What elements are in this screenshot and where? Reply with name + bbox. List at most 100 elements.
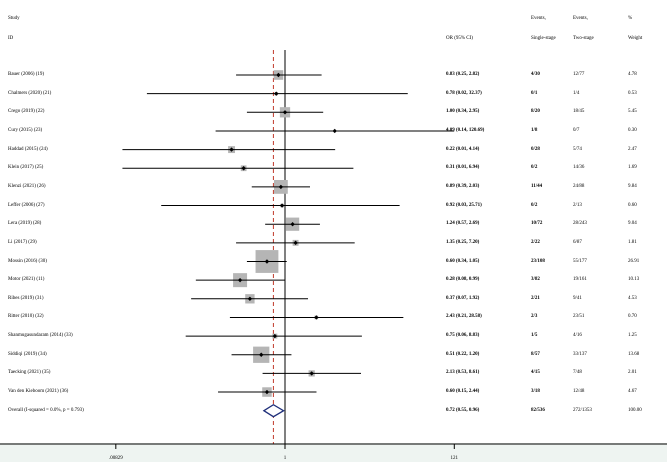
study-label: Bauer (2006) (19) [8,72,45,77]
study-label: Cury (2015) (23) [8,127,43,133]
overall-weight: 100.00 [628,407,642,413]
study-row: Klein (2017) (25) 0.31 (0.01, 6.94) 0/2 14/… [0,165,667,177]
point-estimate [293,240,298,246]
point-estimate [272,333,278,339]
study-weight: 5.45 [628,109,637,115]
point-estimate [259,352,264,357]
study-or-ci: 0.37 (0.07, 1.92) [446,295,480,301]
study-label: Li (2017) (29) [8,239,37,245]
study-or-ci: 2.43 (0.21, 28.58) [446,314,482,320]
study-events-two: 7/48 [573,370,582,376]
overall-label: Overall (I-squared = 0.0%, p = 0.793) [8,407,84,413]
study-events-two: 23/51 [573,314,585,320]
study-label: Shanmugasundaram (2014) (33) [8,333,73,339]
header-weight-1: % [628,16,633,21]
study-row: Leffer (2006) (27) 0.92 (0.03, 25.71) 0/2 2… [0,203,667,215]
study-weight: 0.53 [628,90,637,96]
study-row: Crego (2019) (22) 1.00 (0.34, 2.95) 8/20 18… [0,109,667,121]
point-estimate [247,296,253,301]
study-events-single: 2/21 [531,295,540,301]
study-label: Ritter (2010) (32) [8,314,44,320]
header-events-two-1: Events, [573,16,588,21]
study-or-ci: 1.24 (0.57, 2.69) [446,221,480,227]
study-events-two: 5/74 [573,146,582,152]
study-or-ci: 0.78 (0.02, 32.37) [446,90,482,96]
point-estimate [264,389,270,395]
study-events-two: 12/48 [573,389,585,395]
study-or-ci: 1.00 (0.34, 2.95) [446,109,480,115]
study-row: Li (2017) (29) 1.35 (0.25, 7.20) 2/22 6/87 1… [0,240,667,252]
study-events-two: 6/87 [573,239,582,245]
study-or-ci: 0.22 (0.01, 4.14) [446,146,480,152]
study-row: Bauer (2006) (19) 0.83 (0.25, 2.82) 4/30 12… [0,72,667,84]
overall-row: Overall (I-squared = 0.0%, p = 0.793) 0.7… [0,408,667,420]
study-or-ci: 2.13 (0.53, 8.61) [446,370,480,376]
header-events-two-2: Two-stage [573,36,594,41]
study-events-single: 2/22 [531,239,540,245]
header-events-single-2: Single-stage [531,36,556,41]
study-events-single: 11/44 [531,183,543,189]
study-or-ci: 0.51 (0.22, 1.20) [446,351,480,357]
study-events-single: 0/2 [531,202,538,208]
study-events-two: 12/77 [573,72,585,77]
study-weight: 2.47 [628,146,637,152]
study-or-ci: 0.60 (0.15, 2.44) [446,389,480,395]
x-tick-label: 121 [450,456,459,461]
study-row: Van den Kieboom (2021) (36) 0.60 (0.15, 2… [0,389,667,401]
study-or-ci: 0.92 (0.03, 25.71) [446,202,482,208]
study-label: Lera (2019) (28) [8,221,42,227]
point-estimate [276,72,281,78]
study-events-single: 0/28 [531,146,540,152]
study-weight: 9.84 [628,183,637,189]
study-row: Taecking (2021) (35) 2.13 (0.53, 8.61) 4/1… [0,370,667,382]
study-events-two: 1/4 [573,90,580,96]
study-row: Siddiqi (2019) (34) 0.51 (0.22, 1.20) 8/57… [0,352,667,364]
point-estimate [241,166,246,171]
study-events-single: 0/1 [531,90,538,96]
study-label: Mossin (2016) (30) [8,258,47,264]
study-row: Shanmugasundaram (2014) (33) 0.75 (0.06, … [0,333,667,345]
study-weight: 4.53 [628,295,637,301]
study-events-single: 2/3 [531,314,538,320]
study-weight: 10.13 [628,277,640,283]
study-events-two: 19/161 [573,277,587,283]
study-events-single: 10/72 [531,221,543,227]
study-weight: 26.91 [628,258,640,264]
study-events-two: 24/88 [573,183,585,189]
point-estimate [229,147,234,152]
study-events-single: 3/18 [531,389,540,395]
study-row: Ritter (2010) (32) 2.43 (0.21, 28.58) 2/3 2… [0,314,667,326]
study-label: Motor (2021) (11) [8,277,45,283]
study-label: Taecking (2021) (35) [8,370,51,376]
study-label: Chalmers (2020) (21) [8,90,52,96]
point-estimate [279,203,285,208]
study-weight: 0.70 [628,314,637,320]
study-events-single: 1/5 [531,333,538,339]
study-events-two: 0/7 [573,127,580,133]
header-id: ID [8,36,14,41]
study-or-ci: 0.89 (0.39, 2.03) [446,183,480,189]
study-weight: 1.25 [628,333,637,339]
point-estimate [309,371,314,376]
study-label: Haddad (2015) (24) [8,146,48,152]
study-or-ci: 0.28 (0.08, 0.99) [446,277,480,283]
study-or-ci: 0.83 (0.25, 2.82) [446,72,480,77]
study-label: Klenzi (2021) (26) [8,183,46,189]
study-or-ci: 4.09 (0.14, 120.69) [446,127,485,133]
header-weight-2: Weight [628,36,643,41]
point-estimate [237,277,243,283]
point-estimate [290,222,295,227]
header-study: Study [8,16,20,21]
study-or-ci: 0.31 (0.01, 6.94) [446,165,480,171]
overall-or-ci: 0.72 (0.55, 0.96) [446,407,480,413]
overall-diamond [262,403,285,418]
point-estimate [314,315,319,320]
study-events-two: 18/45 [573,109,585,115]
study-weight: 4.67 [628,389,637,395]
study-label: Siddiqi (2019) (34) [8,351,47,357]
study-events-single: 0/2 [531,165,538,171]
study-weight: 0.30 [628,127,637,133]
study-weight: 4.78 [628,72,637,77]
